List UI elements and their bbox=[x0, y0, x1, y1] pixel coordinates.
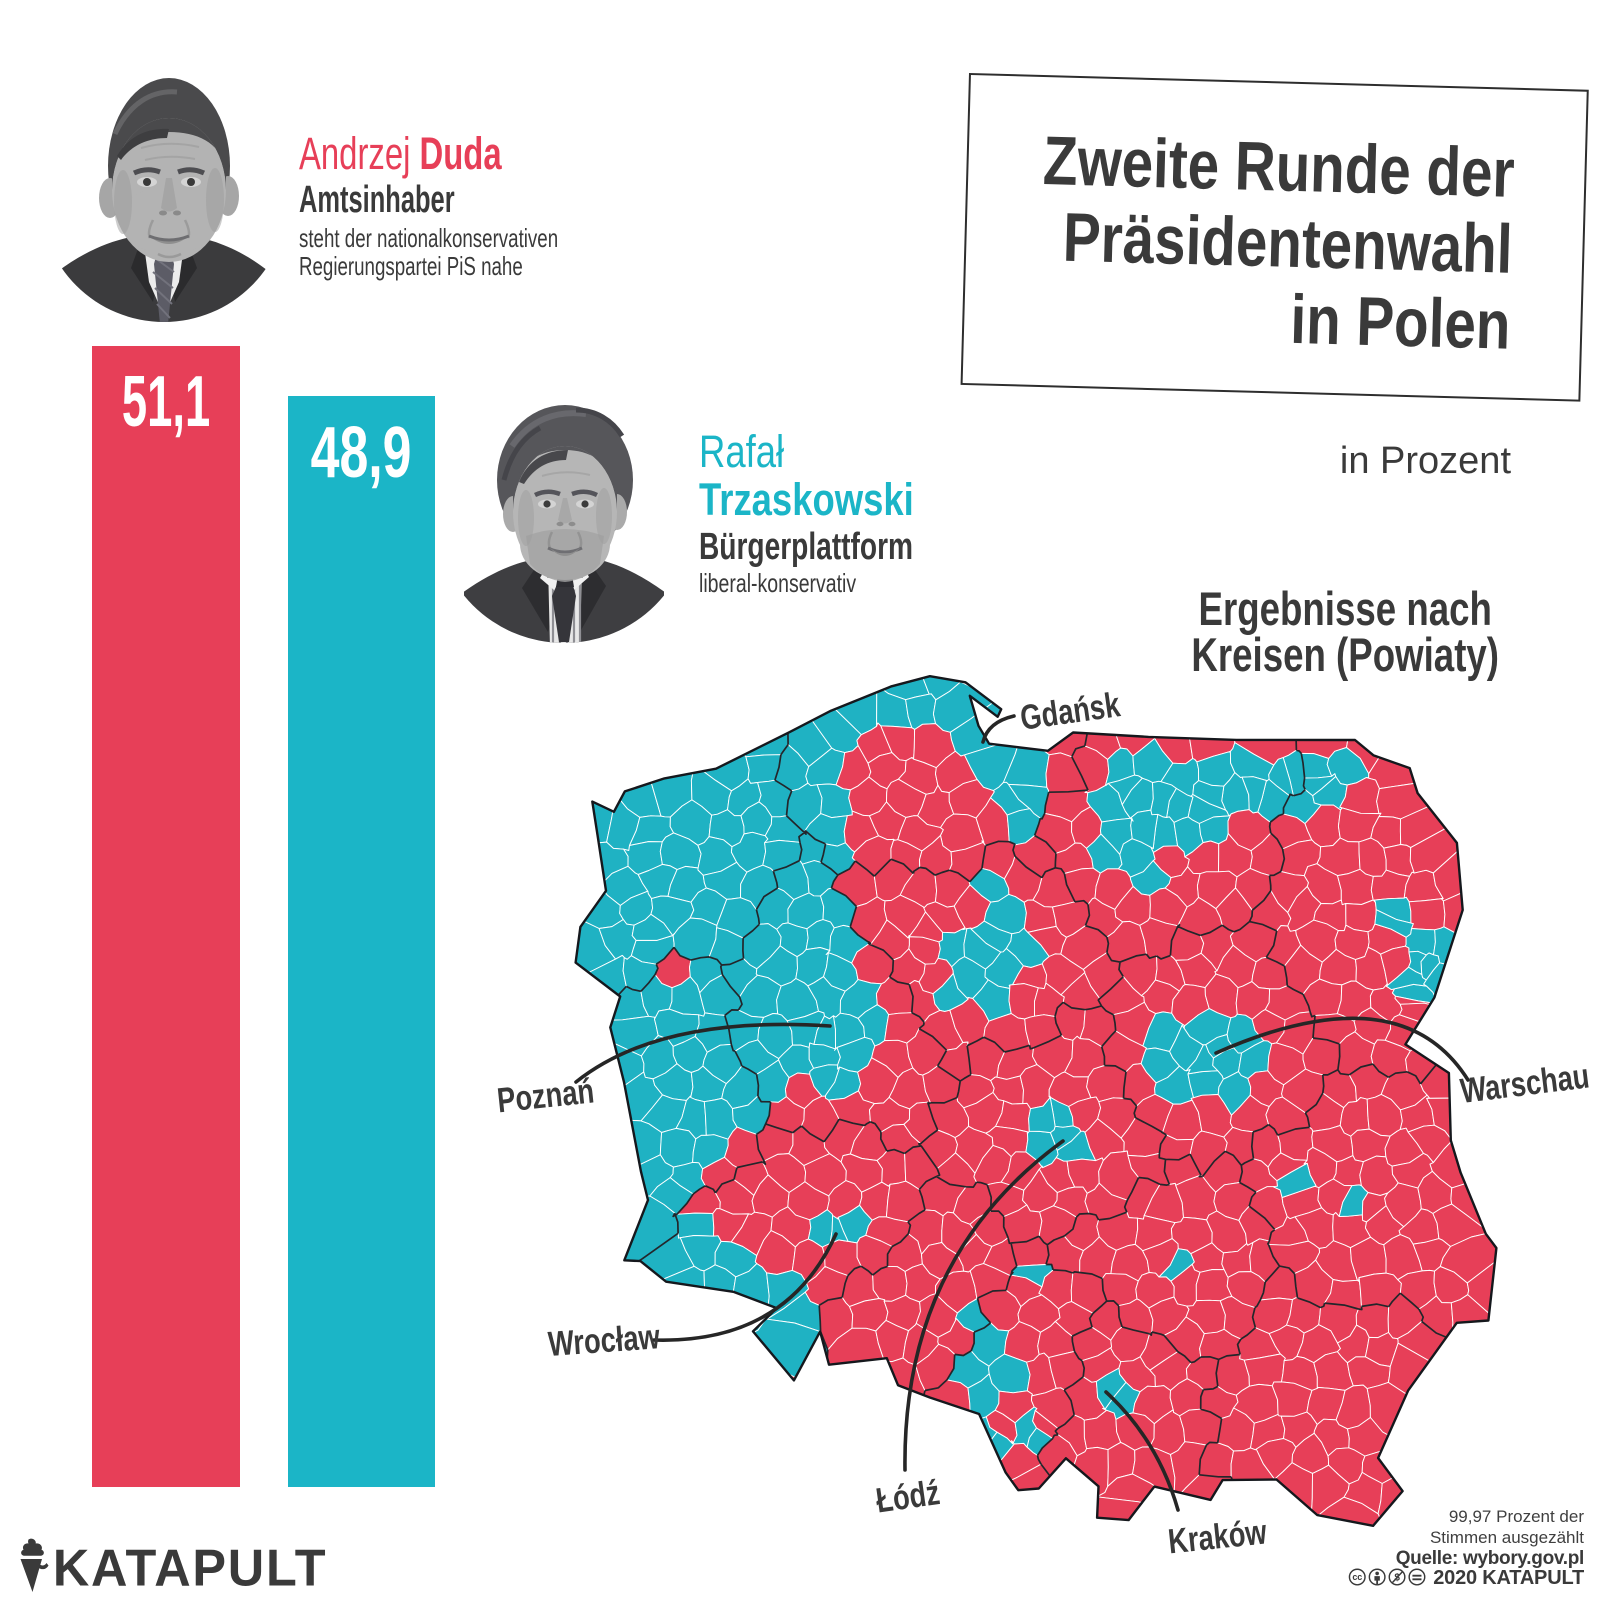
svg-text:KATAPULT: KATAPULT bbox=[53, 1539, 327, 1594]
svg-text:cc: cc bbox=[1352, 1572, 1362, 1582]
svg-text:$: $ bbox=[1394, 1573, 1400, 1584]
